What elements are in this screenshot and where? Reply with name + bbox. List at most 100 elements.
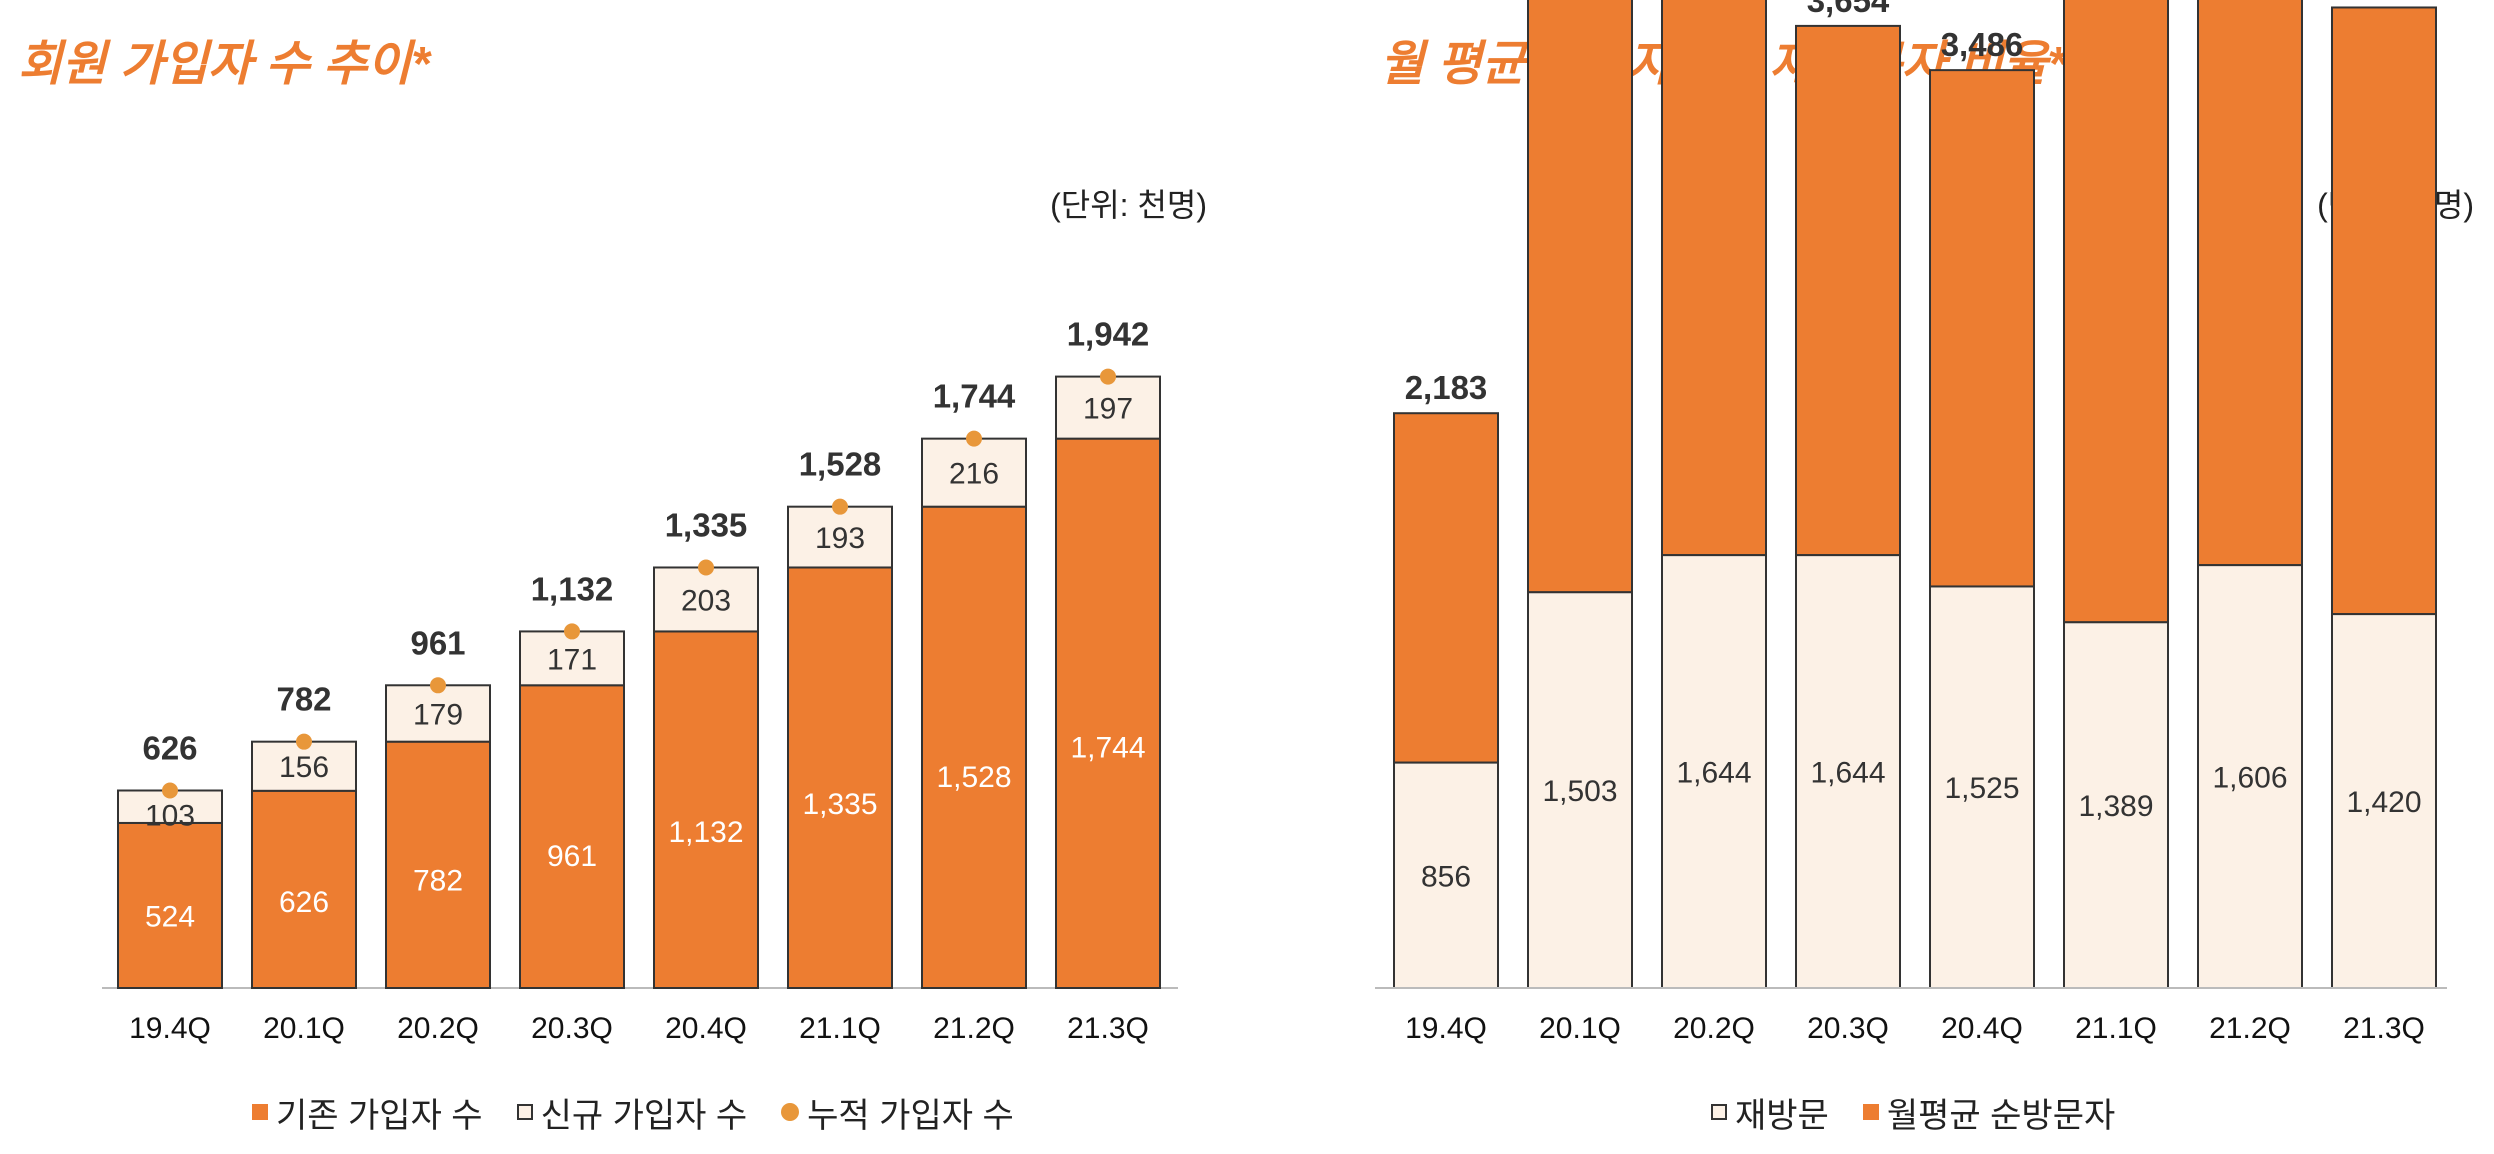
- label-revisit: 1,606: [2212, 762, 2287, 795]
- legend-label: 누적 가입자 수: [807, 1096, 1014, 1135]
- bar-revisit: [1929, 585, 2035, 990]
- x-tick-label: 20.1Q: [263, 1012, 345, 1045]
- cumulative-point: [296, 733, 312, 750]
- bar-new-members: [519, 630, 625, 687]
- legend-swatch-dot: [781, 1103, 800, 1121]
- legend-label: 기존 가입자 수: [276, 1096, 483, 1135]
- cumulative-point: [1100, 368, 1116, 385]
- legend-label: 월평균 순방문자: [1886, 1096, 2116, 1135]
- bar-existing-members: [653, 630, 759, 989]
- cumulative-point: [564, 623, 580, 640]
- label-new-members: 216: [949, 458, 999, 491]
- cumulative-point: [832, 498, 848, 515]
- label-existing-members: 961: [547, 840, 597, 873]
- x-tick-label: 20.1Q: [1539, 1012, 1621, 1045]
- label-new-members: 171: [547, 643, 597, 676]
- label-cumulative-total: 961: [410, 624, 465, 661]
- bar-unique-visitors: [1929, 69, 2035, 588]
- cumulative-point: [430, 677, 446, 694]
- member-chart-panel: 회원 가입자 수 추이* (단위: 천명) 524 103 626 19.4Q 626 1…: [18, 38, 1207, 1137]
- bar-existing-members: [1055, 437, 1161, 989]
- label-existing-members: 1,744: [1070, 731, 1145, 764]
- label-cumulative-total: 626: [142, 729, 197, 766]
- x-tick-label: 20.4Q: [1941, 1012, 2023, 1045]
- label-revisit: 856: [1421, 860, 1471, 893]
- legend-existing-members: 기존 가입자 수: [252, 1088, 483, 1137]
- member-chart-unit: (단위: 천명): [1050, 187, 1207, 223]
- x-tick-label: 21.2Q: [933, 1012, 1015, 1045]
- bar-unique-visitors: [1527, 0, 1633, 594]
- bar-existing-members: [385, 740, 491, 989]
- bar-existing-members: [251, 789, 357, 989]
- legend-revisit: 재방문: [1711, 1088, 1829, 1137]
- x-tick-label: 20.3Q: [531, 1012, 613, 1045]
- legend-swatch-cream: [516, 1104, 533, 1120]
- label-revisit: 1,644: [1676, 757, 1751, 790]
- legend-label: 신규 가입자 수: [540, 1096, 748, 1135]
- bar-existing-members: [117, 821, 223, 989]
- label-cumulative-total: 1,744: [933, 378, 1016, 415]
- label-new-members: 179: [413, 698, 463, 731]
- bar-new-members: [787, 505, 893, 569]
- cumulative-point: [698, 559, 714, 576]
- bar-new-members: [653, 566, 759, 633]
- label-revisit: 1,525: [1944, 772, 2019, 805]
- bar-new-members: [1055, 375, 1161, 440]
- label-existing-members: 626: [279, 886, 329, 919]
- label-total-visitors: 3,654: [1807, 0, 1890, 19]
- bar-new-members: [385, 684, 491, 743]
- legend-new-members: 신규 가입자 수: [516, 1088, 748, 1137]
- bar-existing-members: [519, 684, 625, 989]
- label-total-visitors: 3,486: [1941, 26, 2024, 63]
- bar-existing-members: [787, 566, 893, 989]
- bar-revisit: [2331, 613, 2437, 989]
- bar-revisit: [1393, 761, 1499, 989]
- x-tick-label: 21.3Q: [2343, 1012, 2425, 1045]
- legend-swatch-orange: [252, 1104, 268, 1120]
- legend-label: 재방문: [1735, 1096, 1829, 1135]
- x-tick-label: 20.4Q: [665, 1012, 747, 1045]
- member-chart: 524 103 626 19.4Q 626 156 782 20.1Q 782 179 961 20.…: [102, 316, 1178, 1045]
- bar-unique-visitors: [1393, 412, 1499, 764]
- label-existing-members: 1,335: [802, 788, 877, 821]
- x-tick-label: 20.2Q: [397, 1012, 479, 1045]
- bar-unique-visitors: [2331, 6, 2437, 616]
- visitor-chart-panel: 월 평균 방문자 수 / 재방문자 비율* (단위: 천명) 8562,1831…: [1247, 0, 2494, 1154]
- bar-unique-visitors: [1661, 0, 1767, 557]
- x-tick-label: 21.1Q: [2075, 1012, 2157, 1045]
- bar-new-members: [921, 437, 1027, 508]
- x-tick-label: 19.4Q: [129, 1012, 211, 1045]
- visitor-chart-legend: 재방문 월평균 순방문자: [1711, 1088, 2149, 1137]
- label-new-members: 203: [681, 584, 731, 617]
- label-revisit: 1,389: [2078, 790, 2153, 823]
- label-new-members: 197: [1083, 393, 1133, 426]
- bar-revisit: [2063, 621, 2169, 989]
- label-cumulative-total: 1,942: [1067, 316, 1150, 353]
- bar-unique-visitors: [1795, 24, 1901, 557]
- x-tick-label: 20.3Q: [1807, 1012, 1889, 1045]
- label-cumulative-total: 1,132: [531, 570, 614, 607]
- label-total-visitors: 2,183: [1405, 369, 1488, 406]
- bar-new-members: [251, 740, 357, 792]
- legend-cumulative-members: 누적 가입자 수: [781, 1088, 1014, 1137]
- legend-swatch-orange: [1862, 1104, 1879, 1120]
- label-revisit: 1,503: [1542, 775, 1617, 808]
- label-revisit: 1,644: [1810, 757, 1885, 790]
- x-tick-label: 20.2Q: [1673, 1012, 1755, 1045]
- label-cumulative-total: 1,528: [799, 446, 882, 483]
- label-existing-members: 524: [145, 900, 195, 933]
- label-existing-members: 1,528: [936, 761, 1011, 794]
- cumulative-point: [162, 782, 178, 799]
- bar-unique-visitors: [2197, 0, 2303, 567]
- bar-unique-visitors: [2063, 0, 2169, 624]
- label-cumulative-total: 782: [276, 681, 331, 718]
- x-tick-label: 21.1Q: [799, 1012, 881, 1045]
- x-tick-label: 19.4Q: [1405, 1012, 1487, 1045]
- legend-unique-visitors: 월평균 순방문자: [1862, 1088, 2116, 1137]
- label-revisit: 1,420: [2346, 786, 2421, 819]
- x-tick-label: 21.3Q: [1067, 1012, 1149, 1045]
- label-new-members: 103: [145, 800, 195, 833]
- member-chart-title: 회원 가입자 수 추이*: [18, 38, 430, 91]
- member-chart-legend: 기존 가입자 수 신규 가입자 수 누적 가입자 수: [252, 1088, 1048, 1137]
- label-existing-members: 1,132: [668, 816, 743, 849]
